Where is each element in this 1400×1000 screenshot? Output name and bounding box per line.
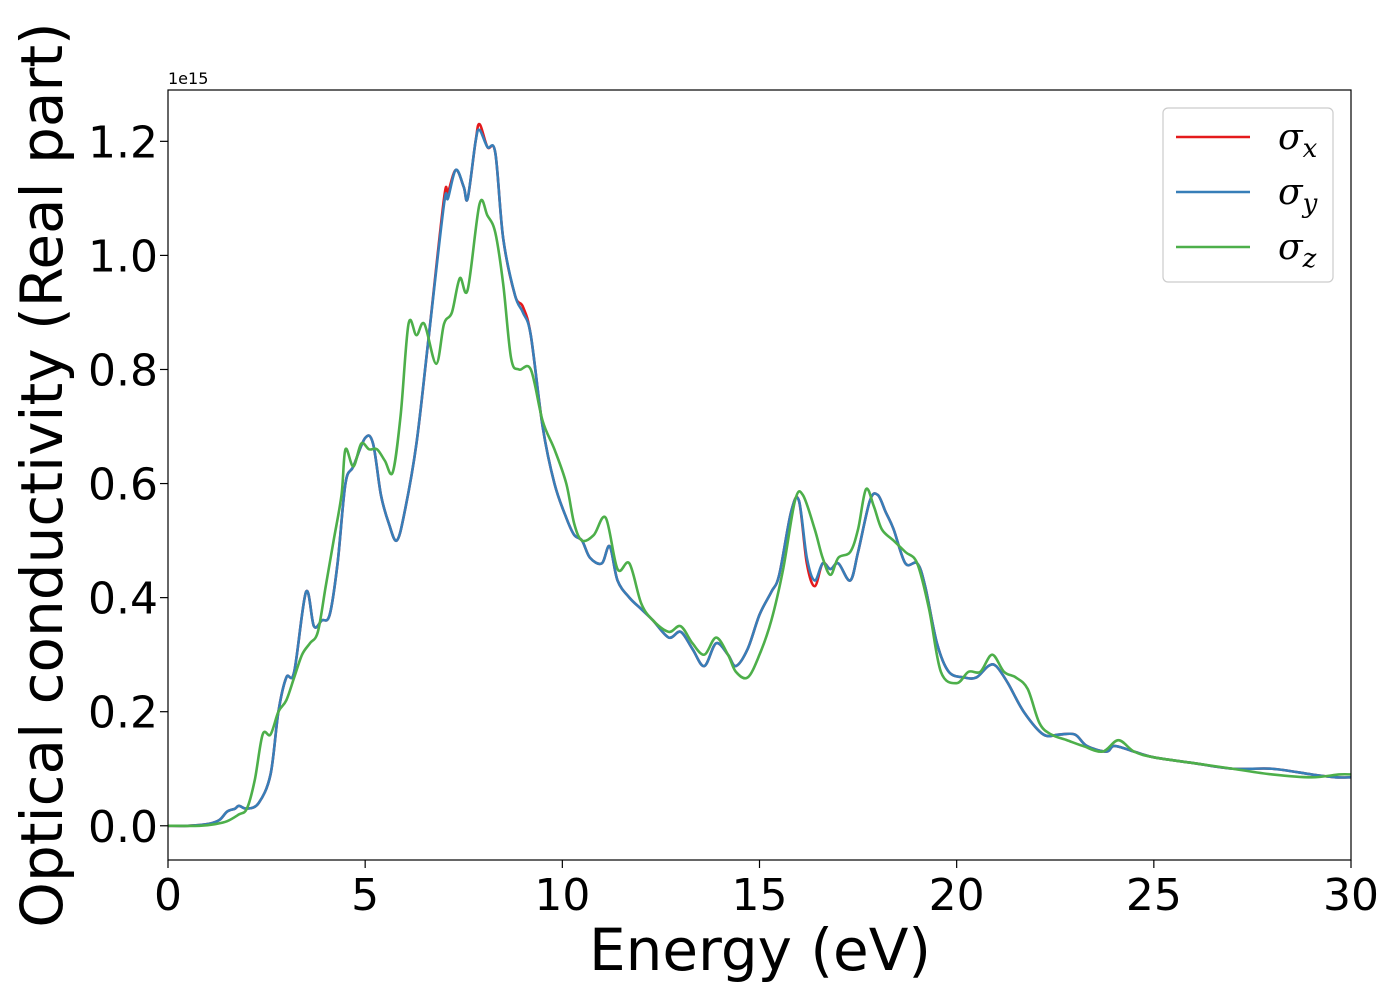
y-axis-label: Optical conductivity (Real part) <box>8 22 76 927</box>
x-tick-label: 15 <box>732 870 788 921</box>
x-tick-label: 5 <box>351 870 379 921</box>
x-tick-label: 30 <box>1323 870 1379 921</box>
y-tick-label: 1.2 <box>88 117 158 168</box>
series-line-y <box>167 128 1352 828</box>
x-tick-label: 25 <box>1126 870 1182 921</box>
x-tick-label: 20 <box>929 870 985 921</box>
y-tick-label: 0.6 <box>88 460 158 511</box>
series-layer <box>167 122 1352 828</box>
x-axis-ticks: 0 5 10 15 20 25 30 <box>154 860 1379 921</box>
y-tick-label: 0.2 <box>88 688 158 739</box>
y-tick-label: 0.0 <box>88 802 158 853</box>
y-offset-label: 1e15 <box>168 69 208 88</box>
y-tick-label: 0.4 <box>88 574 158 625</box>
series-line-z <box>167 198 1352 828</box>
x-tick-label: 0 <box>154 870 182 921</box>
y-tick-label: 1.0 <box>88 231 158 282</box>
y-tick-label: 0.8 <box>88 345 158 396</box>
legend-box <box>1162 107 1334 283</box>
x-axis-label: Energy (eV) <box>589 916 931 984</box>
x-tick-label: 10 <box>534 870 590 921</box>
y-axis-ticks: 0.0 0.2 0.4 0.6 0.8 1.0 1.2 <box>88 117 168 853</box>
